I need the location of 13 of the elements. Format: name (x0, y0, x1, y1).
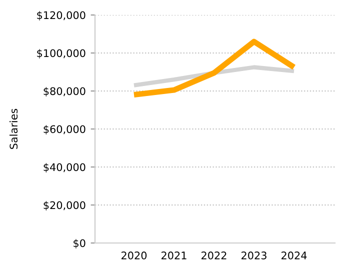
x-tick-label: 2022 (202, 252, 226, 260)
x-tick-label: 2024 (282, 252, 307, 260)
y-tick-label: $120,000 (37, 11, 86, 20)
y-axis-title: Salaries (10, 108, 18, 149)
y-tick-label: $80,000 (44, 87, 86, 96)
y-tick-label: $40,000 (44, 163, 86, 172)
x-tick-label: 2023 (242, 252, 266, 260)
y-tick-label: $100,000 (37, 49, 86, 58)
x-tick-label: 2020 (122, 252, 147, 260)
y-tick-label: $60,000 (44, 125, 86, 134)
y-tick-label: $0 (74, 239, 86, 248)
x-tick-label: 2021 (162, 252, 186, 260)
y-tick-label: $20,000 (44, 201, 86, 210)
